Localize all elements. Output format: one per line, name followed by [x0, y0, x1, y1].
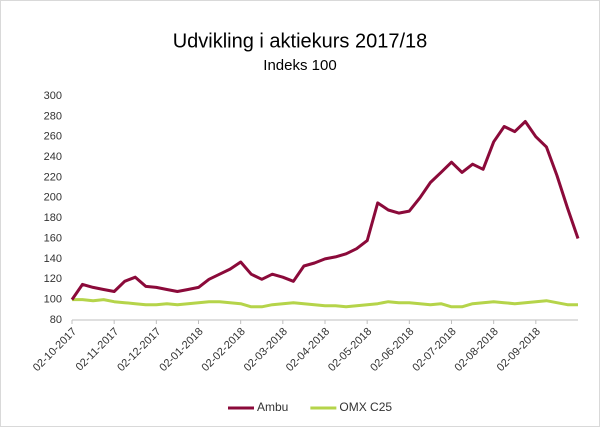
y-tick-label: 100 [44, 294, 62, 306]
y-tick-label: 260 [44, 131, 62, 143]
chart-subtitle: Indeks 100 [263, 57, 336, 74]
series-line [72, 298, 578, 309]
y-tick-label: 280 [44, 110, 62, 122]
chart-title: Udvikling i aktiekurs 2017/18 [173, 30, 428, 52]
legend-label: OMX C25 [339, 400, 392, 414]
y-tick-label: 80 [50, 314, 62, 326]
y-tick-label: 180 [44, 212, 62, 224]
y-tick-label: 200 [44, 192, 62, 204]
y-tick-label: 160 [44, 232, 62, 244]
y-tick-label: 220 [44, 171, 62, 183]
legend-label: Ambu [257, 400, 288, 414]
y-tick-label: 300 [44, 90, 62, 102]
y-tick-label: 140 [44, 253, 62, 265]
y-tick-label: 240 [44, 151, 62, 163]
y-tick-label: 120 [44, 273, 62, 285]
series-line [70, 120, 580, 301]
